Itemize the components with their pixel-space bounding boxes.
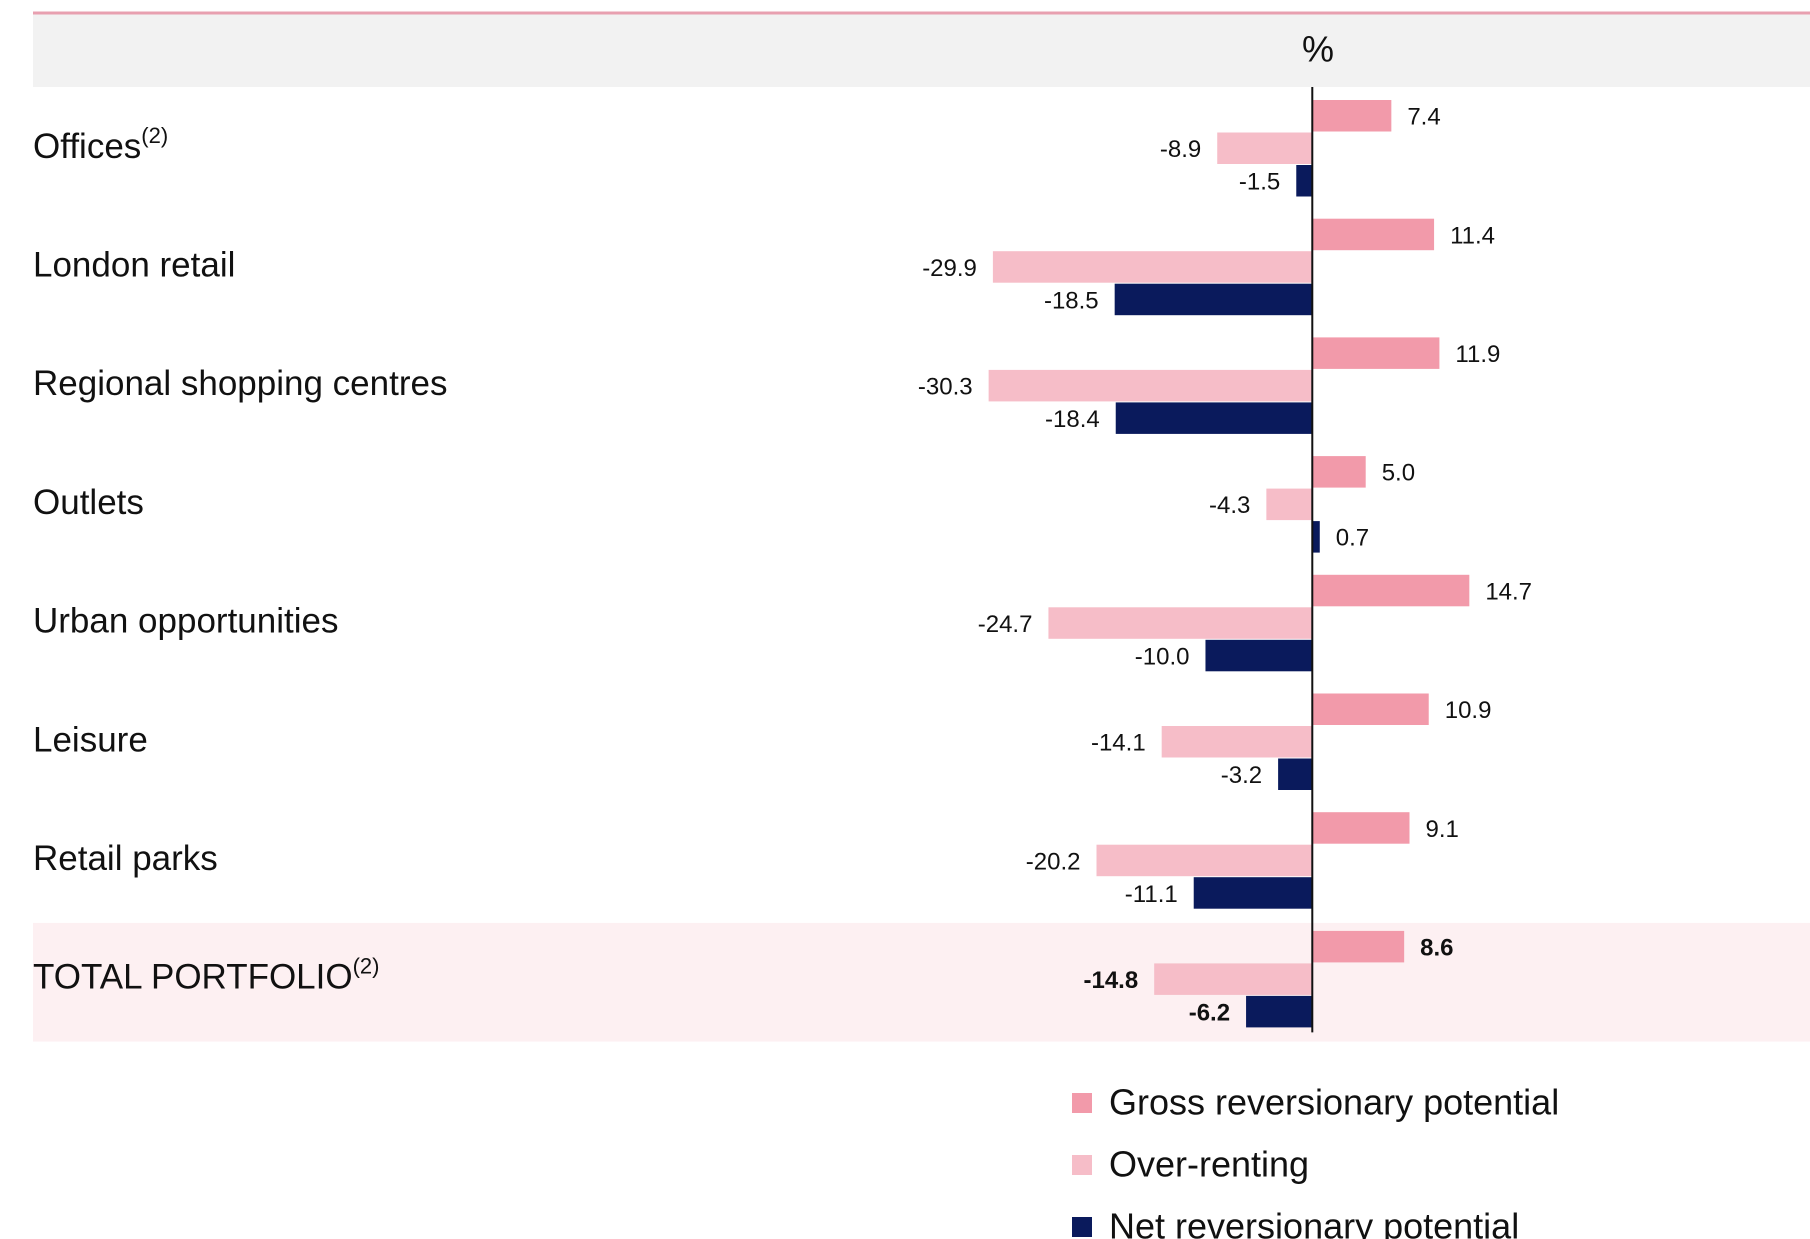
footnote-ref: (2) [353, 953, 380, 978]
bar [1193, 877, 1313, 909]
header-band [33, 14, 1810, 87]
value-label: -18.4 [1045, 406, 1100, 433]
value-label: 11.9 [1455, 341, 1500, 368]
category-name: Offices [33, 127, 141, 166]
bar [992, 251, 1313, 283]
category-label: Regional shopping centres [33, 364, 447, 403]
bar [1154, 963, 1313, 995]
category-name: London retail [33, 246, 235, 285]
value-label: -1.5 [1239, 169, 1280, 196]
value-label: -14.8 [1083, 967, 1138, 994]
category-name: Outlets [33, 483, 144, 522]
value-label: 0.7 [1336, 525, 1369, 552]
category-name: Regional shopping centres [33, 364, 447, 403]
bar [1115, 402, 1313, 434]
total-row-band [33, 922, 1810, 1042]
category-name: TOTAL PORTFOLIO [33, 958, 353, 997]
value-label: 10.9 [1445, 697, 1492, 724]
value-label: -29.9 [922, 255, 977, 282]
value-label: 11.4 [1450, 222, 1495, 249]
category-label: Urban opportunities [33, 602, 338, 641]
value-label: 8.6 [1420, 934, 1453, 961]
bar [1312, 693, 1429, 725]
bar [1205, 639, 1313, 672]
bar [1312, 521, 1320, 553]
value-label: 7.4 [1407, 104, 1440, 131]
category-name: Leisure [33, 721, 148, 760]
category-label: London retail [33, 246, 235, 285]
value-label: -3.2 [1221, 762, 1262, 789]
footnote-ref: (2) [141, 123, 168, 148]
bar [1114, 283, 1313, 316]
value-label: -24.7 [978, 611, 1033, 638]
category-label: Offices(2) [33, 123, 168, 166]
value-label: -8.9 [1160, 136, 1201, 163]
bar [1312, 930, 1405, 963]
value-label: -11.1 [1125, 881, 1178, 908]
legend-swatch [1072, 1093, 1092, 1113]
legend-label: Net reversionary potential [1109, 1206, 1519, 1239]
bar [1278, 758, 1313, 790]
bar [1048, 607, 1313, 639]
bar [1312, 574, 1470, 607]
value-label: -4.3 [1209, 492, 1250, 519]
value-label: -14.1 [1091, 730, 1146, 757]
value-label: 14.7 [1485, 578, 1532, 605]
category-label: TOTAL PORTFOLIO(2) [33, 953, 380, 996]
bar [1096, 844, 1313, 877]
bar [988, 369, 1313, 402]
category-label: Leisure [33, 721, 148, 760]
bar [1246, 995, 1313, 1028]
category-name: Retail parks [33, 839, 218, 878]
value-label: -18.5 [1044, 287, 1099, 314]
bar [1312, 337, 1440, 369]
legend-swatch [1072, 1217, 1092, 1237]
bar [1266, 488, 1313, 521]
bar [1312, 456, 1366, 488]
bar [1312, 812, 1410, 844]
bar [1312, 100, 1392, 132]
category-label: Retail parks [33, 839, 218, 878]
bar [1296, 165, 1313, 197]
value-label: -20.2 [1026, 848, 1081, 875]
value-label: -10.0 [1135, 643, 1190, 670]
axis-label: % [1302, 29, 1334, 70]
value-label: 9.1 [1426, 816, 1459, 843]
bar [1312, 218, 1435, 251]
legend-label: Gross reversionary potential [1109, 1082, 1559, 1123]
category-name: Urban opportunities [33, 602, 338, 641]
legend-label: Over-renting [1109, 1144, 1309, 1185]
value-label: -6.2 [1189, 999, 1230, 1026]
category-label: Outlets [33, 483, 144, 522]
bar [1161, 726, 1313, 758]
value-label: -30.3 [918, 373, 973, 400]
value-label: 5.0 [1382, 460, 1415, 487]
bar [1217, 132, 1313, 164]
legend-swatch [1072, 1155, 1092, 1175]
